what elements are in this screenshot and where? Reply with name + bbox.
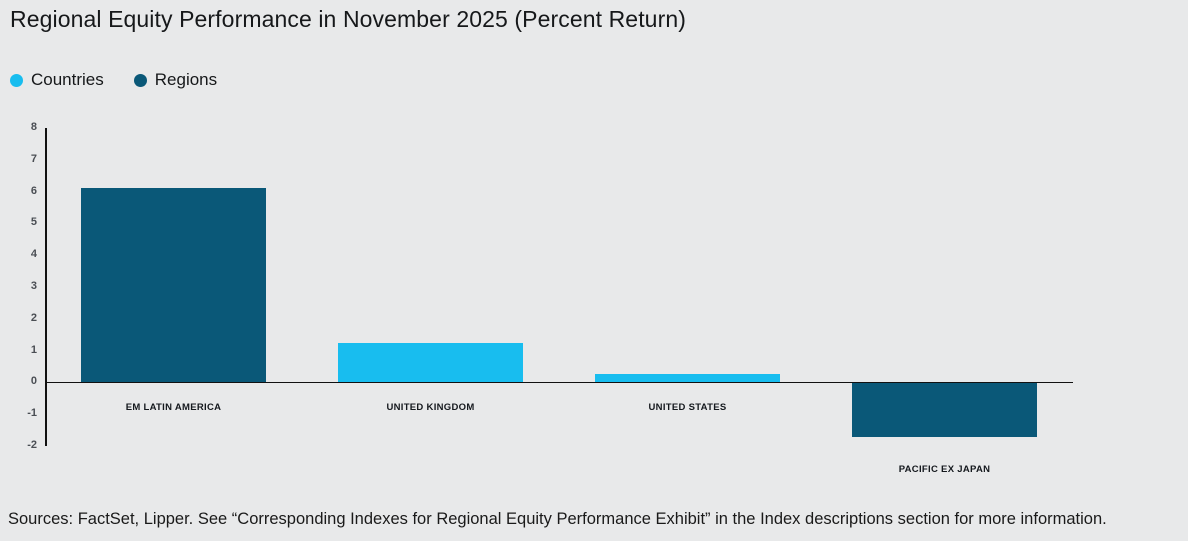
y-tick-label: 4 xyxy=(30,248,37,261)
category-label: PACIFIC EX JAPAN xyxy=(898,464,991,476)
y-tick-label: 2 xyxy=(30,311,37,324)
bar xyxy=(81,188,266,383)
category-label: EM LATIN AMERICA xyxy=(125,402,222,414)
bar xyxy=(595,374,780,383)
source-note: Sources: FactSet, Lipper. See “Correspon… xyxy=(8,510,1107,528)
legend-label: Regions xyxy=(154,70,218,89)
bar xyxy=(852,383,1037,438)
legend-label: Countries xyxy=(31,70,104,89)
category-label: UNITED KINGDOM xyxy=(386,402,475,414)
y-axis-line xyxy=(45,128,47,446)
y-tick-label: 7 xyxy=(30,152,37,165)
legend-swatch-icon xyxy=(133,73,147,87)
y-tick-label: -2 xyxy=(27,439,37,451)
legend-item: Countries xyxy=(10,70,104,90)
bar xyxy=(338,342,523,383)
x-axis-zero-line xyxy=(45,381,1073,384)
y-tick-label: 1 xyxy=(30,343,37,356)
legend-swatch-icon xyxy=(10,73,23,87)
y-tick-label: 3 xyxy=(30,280,37,292)
category-label: UNITED STATES xyxy=(648,402,727,414)
chart-legend: Countries Regions xyxy=(10,70,217,90)
y-tick-label: -1 xyxy=(27,407,37,420)
y-tick-label: 8 xyxy=(30,121,37,133)
chart-title: Regional Equity Performance in November … xyxy=(10,6,686,32)
y-tick-label: 6 xyxy=(30,184,37,197)
y-tick-label: 0 xyxy=(30,375,37,388)
legend-item: Regions xyxy=(133,70,218,90)
y-tick-label: 5 xyxy=(30,216,37,229)
